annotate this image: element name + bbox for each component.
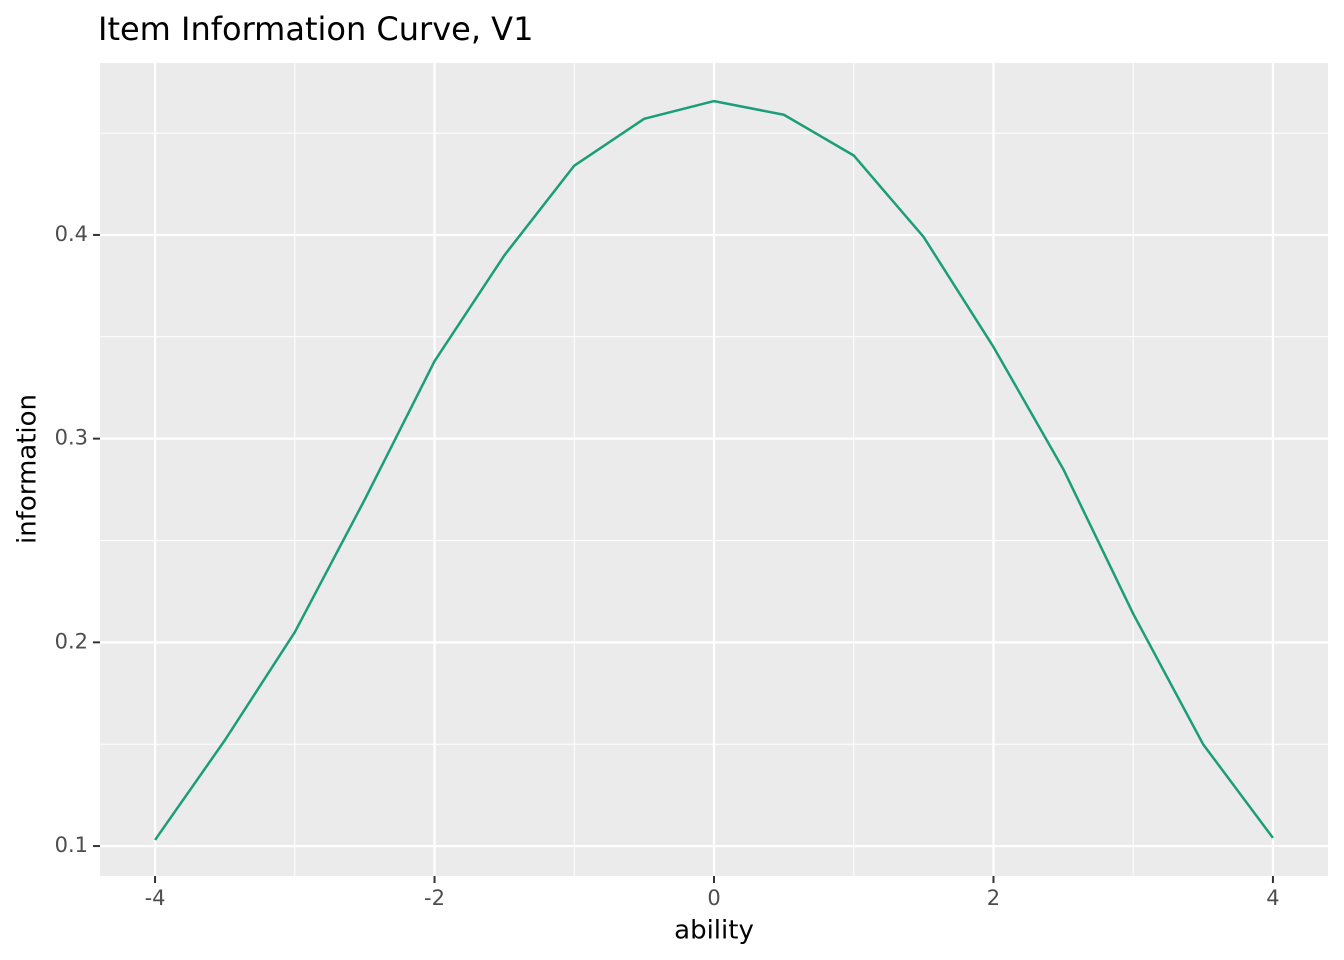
y-axis-title: information (13, 394, 43, 544)
x-tick-label: 2 (987, 886, 1000, 910)
y-tick-label: 0.1 (55, 833, 88, 857)
x-tick-label: 4 (1266, 886, 1279, 910)
x-tick-label: 0 (707, 886, 720, 910)
line (154, 99, 1274, 841)
y-tick-label: 0.3 (55, 426, 88, 450)
chart-title: Item Information Curve, V1 (98, 10, 533, 48)
x-axis-title: ability (674, 916, 754, 946)
x-tick-label: -4 (145, 886, 166, 910)
y-tick-label: 0.2 (55, 629, 88, 653)
x-tick-label: -2 (424, 886, 445, 910)
y-tick-label: 0.4 (55, 222, 88, 246)
